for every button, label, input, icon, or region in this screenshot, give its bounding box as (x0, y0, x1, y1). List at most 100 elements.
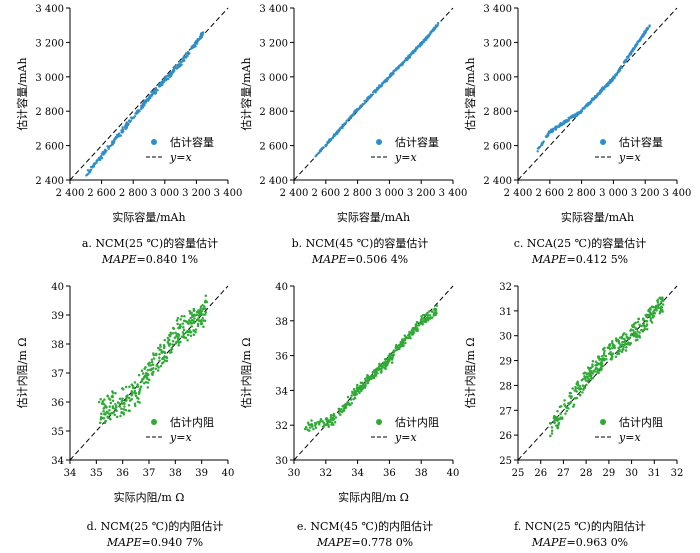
data-point-a-264 (160, 81, 163, 84)
data-point-d-58 (130, 393, 134, 396)
data-point-d-1 (158, 356, 161, 359)
legend-eq-var-a: y (169, 151, 177, 164)
data-point-e-213 (431, 310, 434, 313)
caption-f-title: f. NCN(25 ℃)的内阻估计 (514, 520, 646, 533)
data-point-e-331 (314, 422, 317, 426)
data-point-b-135 (374, 91, 377, 94)
data-point-d-196 (190, 311, 193, 315)
data-point-f-27 (549, 434, 552, 438)
data-point-b-276 (435, 25, 438, 28)
data-point-e-177 (308, 426, 312, 429)
data-point-e-196 (347, 401, 350, 404)
data-point-f-136 (560, 416, 564, 419)
data-point-d-123 (180, 335, 184, 339)
data-point-a-291 (120, 129, 123, 132)
data-point-c-306 (554, 128, 558, 131)
data-point-f-292 (616, 339, 620, 343)
data-point-b-314 (433, 27, 436, 30)
y-tick-label-f-5: 30 (499, 332, 512, 343)
data-point-e-259 (411, 326, 415, 330)
data-point-f-246 (618, 336, 622, 339)
data-point-e-2 (346, 395, 350, 399)
data-point-d-158 (194, 328, 198, 331)
data-point-f-308 (616, 350, 619, 354)
data-point-a-310 (111, 143, 114, 146)
data-point-f-307 (626, 336, 629, 340)
data-point-e-141 (428, 314, 432, 317)
data-point-f-237 (585, 375, 589, 379)
x-tick-label-f-6: 31 (648, 468, 661, 479)
data-point-d-141 (133, 381, 137, 384)
data-point-f-165 (567, 402, 571, 406)
data-point-f-273 (609, 350, 612, 354)
data-point-d-326 (186, 329, 189, 333)
x-tick-label-d-1: 35 (90, 468, 103, 479)
data-point-d-62 (146, 369, 149, 372)
data-point-d-145 (190, 325, 193, 328)
data-point-d-88 (174, 341, 178, 345)
data-point-f-317 (603, 346, 606, 350)
data-point-c-249 (604, 85, 607, 89)
data-point-c-330 (573, 114, 576, 118)
data-point-f-128 (661, 303, 665, 306)
data-point-c-280 (598, 92, 601, 96)
data-point-f-276 (591, 363, 594, 366)
data-point-e-294 (414, 326, 417, 330)
data-point-f-220 (640, 324, 643, 328)
data-point-f-251 (556, 424, 560, 427)
data-point-e-324 (342, 405, 346, 408)
data-point-a-315 (113, 138, 116, 142)
data-point-c-234 (600, 87, 603, 90)
data-point-f-228 (642, 328, 645, 332)
data-point-b-275 (391, 71, 395, 74)
legend-line-label-e: y=x (394, 431, 417, 444)
data-point-d-268 (189, 334, 193, 338)
data-point-d-45 (133, 389, 137, 393)
data-point-a-177 (124, 125, 127, 129)
data-point-a-296 (154, 89, 157, 92)
y-tick-label-d-1: 35 (51, 427, 64, 438)
data-point-e-339 (390, 358, 394, 361)
data-point-e-256 (308, 429, 311, 432)
data-point-b-335 (424, 37, 427, 40)
data-point-e-308 (339, 409, 342, 413)
data-point-a-324 (186, 54, 189, 58)
data-point-d-240 (108, 412, 111, 415)
y-tick-label-a-2: 2 800 (35, 107, 64, 118)
data-point-d-178 (101, 400, 105, 403)
data-point-b-330 (318, 151, 321, 154)
data-point-a-321 (186, 50, 190, 54)
data-point-b-270 (415, 46, 418, 49)
data-point-f-318 (649, 317, 653, 320)
y-tick-label-b-3: 3 000 (259, 73, 288, 84)
x-tick-label-c-5: 3 400 (663, 188, 692, 199)
legend-eq-sign-a: = (176, 151, 185, 164)
data-point-f-291 (575, 390, 578, 393)
caption-f-metric: MAPE=0.963 0% (470, 535, 690, 551)
data-point-b-296 (331, 136, 334, 140)
data-point-c-261 (575, 114, 578, 118)
data-point-b-329 (379, 84, 383, 87)
data-point-e-284 (383, 363, 386, 366)
data-point-d-226 (203, 307, 207, 311)
y-tick-label-e-3: 36 (275, 352, 288, 363)
data-point-a-300 (162, 81, 165, 84)
data-point-d-14 (181, 322, 184, 325)
data-point-d-292 (183, 314, 186, 318)
data-point-d-137 (106, 394, 109, 398)
data-point-d-175 (119, 414, 122, 418)
data-point-e-333 (325, 417, 328, 420)
data-point-c-320 (609, 79, 612, 82)
data-point-d-303 (108, 405, 112, 408)
data-point-b-306 (381, 82, 384, 85)
data-point-a-284 (107, 145, 110, 149)
y-axis-label-a: 估计容量/mAh (15, 57, 29, 130)
data-point-d-257 (167, 339, 170, 342)
data-point-e-70 (384, 360, 387, 363)
x-tick-label-b-5: 3 400 (439, 188, 468, 199)
data-point-e-101 (359, 381, 363, 385)
data-point-e-272 (389, 354, 392, 357)
y-tick-label-c-4: 3 200 (483, 38, 512, 49)
data-point-e-170 (333, 420, 337, 424)
